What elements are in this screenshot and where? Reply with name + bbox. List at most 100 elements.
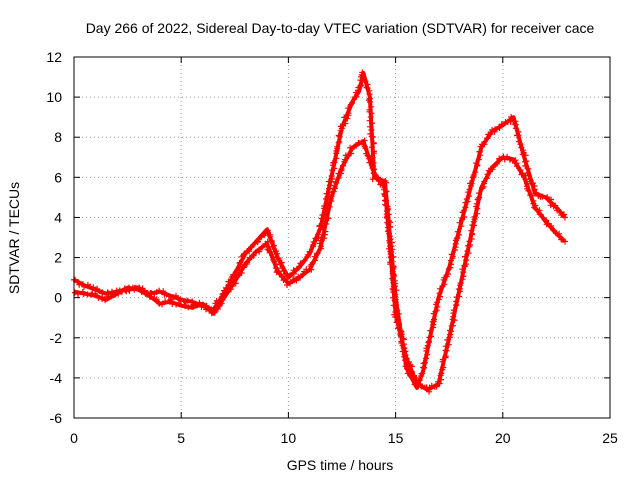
data-point xyxy=(297,274,304,281)
data-point xyxy=(504,153,511,160)
y-tick-label: 12 xyxy=(46,49,62,65)
data-point xyxy=(489,166,496,173)
data-point xyxy=(466,186,473,193)
y-tick-label: -4 xyxy=(50,370,63,386)
data-point xyxy=(264,246,271,253)
data-point xyxy=(367,114,374,120)
data-point xyxy=(368,103,375,110)
data-point xyxy=(448,328,455,335)
data-point xyxy=(368,110,375,117)
data-point xyxy=(189,298,196,305)
data-point xyxy=(428,333,434,340)
data-point xyxy=(359,69,366,76)
data-point xyxy=(328,193,335,200)
data-point xyxy=(529,192,536,199)
data-point xyxy=(135,285,142,292)
data-point xyxy=(463,257,470,264)
y-tick-label: 6 xyxy=(54,169,62,185)
y-tick-label: 2 xyxy=(54,250,62,266)
data-point xyxy=(367,123,373,130)
data-point xyxy=(369,120,375,127)
data-point xyxy=(240,264,247,271)
data-point xyxy=(159,301,165,308)
data-point xyxy=(228,286,234,293)
data-point xyxy=(369,134,376,140)
data-point xyxy=(87,283,94,290)
data-point xyxy=(509,115,516,122)
data-point xyxy=(370,140,377,147)
data-point xyxy=(418,370,425,377)
data-point xyxy=(275,255,282,262)
data-point xyxy=(312,235,319,242)
data-point xyxy=(525,165,532,172)
data-point xyxy=(306,248,313,255)
data-point xyxy=(290,267,297,274)
data-point xyxy=(487,131,494,138)
data-point xyxy=(387,254,394,260)
data-point xyxy=(561,211,567,218)
data-point xyxy=(341,156,348,163)
data-point xyxy=(506,156,513,163)
data-point xyxy=(298,260,305,267)
data-point xyxy=(274,267,281,274)
data-point xyxy=(345,105,352,112)
data-point xyxy=(468,180,475,187)
data-point xyxy=(295,264,302,271)
data-point xyxy=(473,203,479,210)
data-point xyxy=(316,240,323,247)
data-point xyxy=(461,214,468,220)
data-point xyxy=(433,383,440,390)
data-point xyxy=(218,300,225,307)
data-point xyxy=(265,247,272,254)
x-tick-label: 20 xyxy=(495,430,511,446)
data-point xyxy=(469,222,476,229)
data-point xyxy=(336,138,343,145)
data-point xyxy=(358,82,365,89)
data-point xyxy=(233,274,240,281)
data-point xyxy=(92,290,99,297)
data-marks xyxy=(71,69,568,395)
data-point xyxy=(190,302,197,309)
x-tick-label: 15 xyxy=(388,430,404,446)
data-point xyxy=(423,355,429,362)
data-point xyxy=(456,219,463,226)
data-point xyxy=(232,280,239,287)
plot-border xyxy=(73,56,611,419)
x-tick-label: 0 xyxy=(70,430,78,446)
data-point xyxy=(314,250,321,257)
data-point xyxy=(321,220,328,227)
data-point xyxy=(336,133,343,140)
data-point xyxy=(237,259,244,266)
data-point xyxy=(161,291,168,298)
data-point xyxy=(513,163,520,170)
data-point xyxy=(475,156,482,163)
data-point xyxy=(391,297,398,304)
data-point xyxy=(450,307,457,314)
data-point xyxy=(515,132,522,139)
data-point xyxy=(418,383,425,390)
data-point xyxy=(519,151,526,158)
data-point xyxy=(457,280,464,287)
data-point xyxy=(493,160,500,167)
data-point xyxy=(105,290,112,297)
data-point xyxy=(338,166,345,173)
data-point xyxy=(454,228,461,235)
data-point xyxy=(427,327,434,334)
data-point xyxy=(484,171,491,178)
data-point xyxy=(389,285,396,292)
data-point xyxy=(357,83,364,90)
data-point xyxy=(317,243,324,250)
data-point xyxy=(372,172,379,179)
data-point xyxy=(193,301,200,308)
data-point xyxy=(234,272,241,279)
data-point xyxy=(340,162,346,169)
y-tick-label: -6 xyxy=(50,410,63,426)
data-point xyxy=(448,251,455,258)
data-point xyxy=(203,306,209,313)
data-point xyxy=(382,201,389,208)
y-tick-label: 4 xyxy=(54,209,62,225)
data-point xyxy=(445,341,452,348)
data-point xyxy=(177,296,184,303)
data-point xyxy=(321,235,328,242)
